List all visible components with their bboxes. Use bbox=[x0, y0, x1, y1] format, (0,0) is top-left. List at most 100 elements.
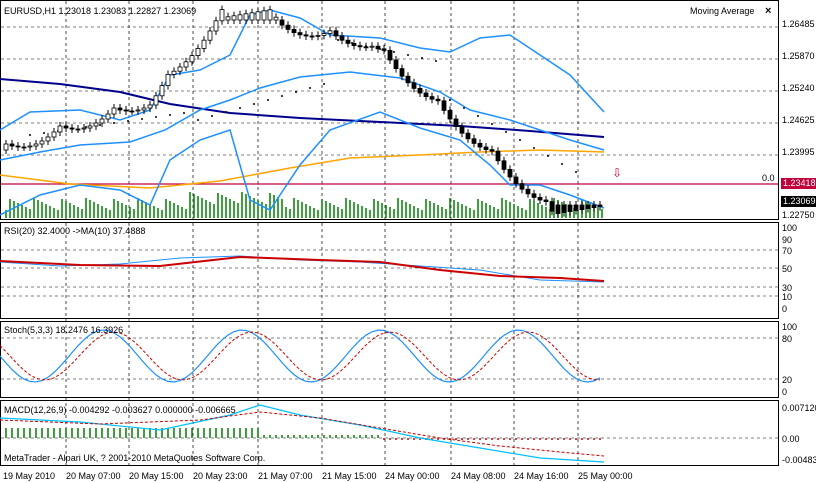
candle-body bbox=[69, 127, 75, 130]
candle-body bbox=[591, 204, 597, 208]
sar-dot bbox=[407, 54, 409, 56]
arrow-down-icon: ⇩ bbox=[612, 166, 623, 180]
sar-dot bbox=[561, 163, 563, 165]
candle-body bbox=[141, 107, 147, 111]
candle-body bbox=[3, 143, 9, 151]
candle-body bbox=[351, 43, 357, 47]
candle-body bbox=[399, 68, 405, 77]
close-icon[interactable]: × bbox=[765, 5, 772, 17]
stoch-tick: 0 bbox=[782, 387, 788, 397]
candle-body bbox=[153, 95, 159, 106]
sar-dot bbox=[533, 147, 535, 149]
rsi-tick: 10 bbox=[782, 292, 793, 302]
bollinger-middle bbox=[0, 71, 605, 161]
time-tick: 21 May 15:00 bbox=[322, 471, 377, 481]
sar-dot bbox=[85, 126, 87, 128]
ma-fast-line bbox=[0, 149, 605, 189]
candle-body bbox=[507, 168, 513, 178]
candle-body bbox=[159, 85, 165, 97]
stoch-tick: 80 bbox=[782, 334, 793, 344]
candle-body bbox=[519, 183, 525, 190]
sar-dot bbox=[323, 83, 325, 85]
candle-body bbox=[237, 14, 243, 21]
candle-body bbox=[297, 32, 303, 36]
sar-dot bbox=[141, 118, 143, 120]
rsi-label: RSI(20) 32.4000 ->MA(10) 37.4888 bbox=[4, 226, 146, 236]
candle-body bbox=[111, 107, 117, 115]
candle-body bbox=[261, 10, 267, 21]
candle-body bbox=[309, 35, 315, 38]
bollinger-upper bbox=[0, 9, 605, 131]
sar-dot bbox=[435, 60, 437, 62]
candle-body bbox=[489, 149, 495, 152]
candle-body bbox=[429, 96, 435, 100]
candle-body bbox=[117, 107, 123, 111]
candle-body bbox=[105, 113, 111, 120]
candle-body bbox=[543, 199, 549, 202]
sar-dot bbox=[449, 99, 451, 101]
candle-body bbox=[471, 138, 477, 144]
candle-body bbox=[249, 12, 255, 21]
candle-body bbox=[549, 201, 555, 212]
candle-body bbox=[33, 143, 39, 147]
candle-body bbox=[315, 35, 321, 37]
rsi-tick: 90 bbox=[782, 235, 793, 245]
candle-body bbox=[99, 118, 105, 124]
rsi-tick: 50 bbox=[782, 264, 793, 274]
candle-body bbox=[75, 128, 81, 131]
candle-body bbox=[405, 75, 411, 84]
candle-body bbox=[9, 143, 15, 147]
candle-body bbox=[501, 160, 507, 170]
candle-body bbox=[561, 204, 567, 213]
time-tick: 25 May 00:00 bbox=[578, 471, 633, 481]
candle-body bbox=[129, 110, 135, 113]
sar-dot bbox=[421, 57, 423, 59]
candle-body bbox=[255, 11, 261, 21]
time-tick: 24 May 08:00 bbox=[451, 471, 506, 481]
candle-body bbox=[45, 136, 51, 142]
sar-dot bbox=[547, 155, 549, 157]
sar-dot bbox=[295, 91, 297, 93]
sar-dot bbox=[99, 124, 101, 126]
candle-body bbox=[87, 125, 93, 129]
sar-dot bbox=[43, 132, 45, 134]
candle-body bbox=[195, 48, 201, 57]
candle-body bbox=[189, 55, 195, 63]
candle-body bbox=[441, 100, 447, 111]
candle-body bbox=[321, 33, 327, 36]
candle-body bbox=[573, 204, 579, 211]
candle-body bbox=[363, 46, 369, 49]
candle-body bbox=[135, 109, 141, 112]
time-tick: 20 May 23:00 bbox=[193, 471, 248, 481]
candle-body bbox=[225, 16, 231, 21]
candle-body bbox=[525, 188, 531, 195]
rsi-tick: 100 bbox=[782, 223, 798, 233]
candle-body bbox=[531, 193, 537, 198]
macd-tick: 0.00 bbox=[782, 434, 800, 444]
stoch-label: Stoch(5,3,3) 18.2476 16.3926 bbox=[4, 325, 124, 335]
candle-body bbox=[327, 30, 333, 34]
candle-body bbox=[303, 34, 309, 37]
candle-body bbox=[597, 204, 603, 207]
sar-dot bbox=[393, 51, 395, 53]
candle-body bbox=[459, 126, 465, 134]
candle-body bbox=[183, 61, 189, 68]
candle-body bbox=[231, 15, 237, 21]
level-price-badge: 1.23418 bbox=[781, 178, 816, 189]
candle-body bbox=[465, 132, 471, 140]
candle-body bbox=[63, 125, 69, 129]
time-tick: 24 May 16:00 bbox=[514, 471, 569, 481]
candle-body bbox=[279, 19, 285, 26]
price-tick: 1.25870 bbox=[782, 51, 815, 61]
price-tick: 1.24625 bbox=[782, 115, 815, 125]
time-tick: 20 May 07:00 bbox=[66, 471, 121, 481]
level-label: 0.0 bbox=[762, 173, 775, 183]
candle-body bbox=[339, 35, 345, 41]
candle-body bbox=[381, 48, 387, 51]
stoch-main-line bbox=[0, 329, 601, 383]
candle-body bbox=[57, 125, 63, 133]
sar-dot bbox=[519, 139, 521, 141]
candle-body bbox=[39, 140, 45, 145]
candle-body bbox=[447, 110, 453, 120]
